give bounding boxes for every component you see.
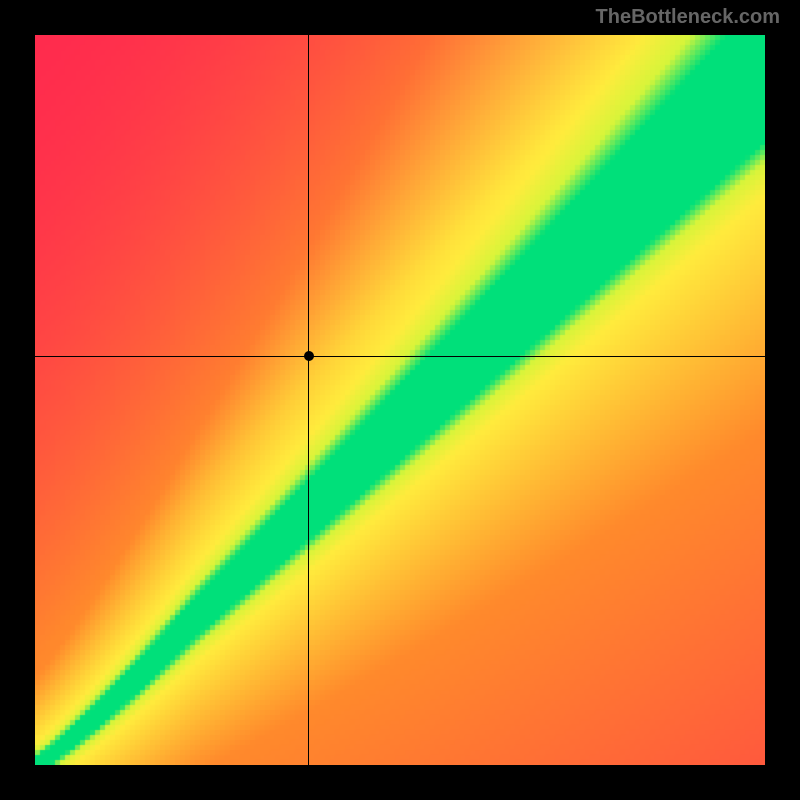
crosshair-marker bbox=[304, 351, 314, 361]
heatmap-canvas bbox=[35, 35, 765, 765]
plot-area bbox=[35, 35, 765, 765]
crosshair-horizontal bbox=[35, 356, 765, 357]
chart-container: TheBottleneck.com bbox=[0, 0, 800, 800]
watermark-text: TheBottleneck.com bbox=[596, 6, 780, 29]
crosshair-vertical bbox=[308, 35, 309, 765]
